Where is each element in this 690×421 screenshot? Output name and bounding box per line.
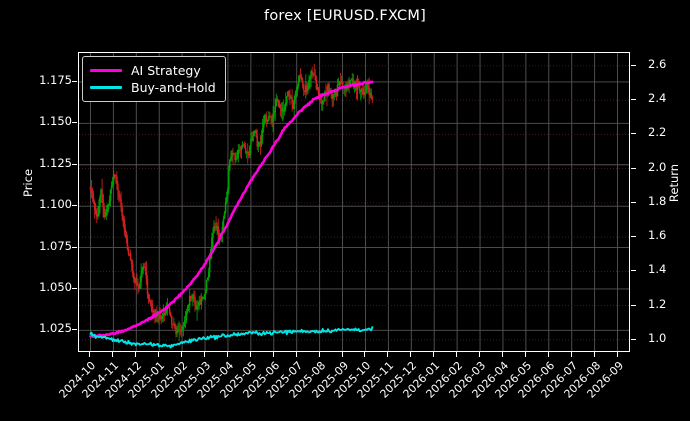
y-tick-left: 1.125 xyxy=(39,155,72,170)
x-tick-mark xyxy=(112,352,114,357)
x-tick-mark xyxy=(410,352,412,357)
y-tick-left: 1.150 xyxy=(39,114,72,129)
legend-label-buy-and-hold: Buy-and-Hold xyxy=(131,80,216,95)
y-tick-mark-left xyxy=(72,329,77,331)
y-tick-left: 1.025 xyxy=(39,321,72,336)
x-tick-mark xyxy=(272,352,274,357)
x-tick-mark xyxy=(364,352,366,357)
y-tick-mark-left xyxy=(72,80,77,82)
y-tick-right: 2.2 xyxy=(648,125,667,140)
series-line-buy-and-hold xyxy=(89,326,374,349)
y-tick-mark-left xyxy=(72,205,77,207)
y-tick-mark-right xyxy=(631,270,636,272)
y-tick-mark-left xyxy=(72,287,77,289)
y-tick-mark-right xyxy=(631,64,636,66)
y-axis-left-ticks: 1.025 1.050 1.075 1.100 1.125 1.150 1.175 xyxy=(12,0,72,421)
legend-swatch-buy-and-hold xyxy=(90,86,122,89)
x-tick-mark xyxy=(524,352,526,357)
plot-area[interactable] xyxy=(78,52,630,352)
x-tick-mark xyxy=(135,352,137,357)
y-tick-mark-right xyxy=(631,167,636,169)
chart-title: forex [EURUSD.FXCM] xyxy=(264,8,426,24)
x-tick-mark xyxy=(387,352,389,357)
y-tick-mark-right xyxy=(631,99,636,101)
y-tick-right: 1.2 xyxy=(648,296,667,311)
x-tick-mark xyxy=(204,352,206,357)
y-axis-right-ticks: 1.0 1.2 1.4 1.6 1.8 2.0 2.2 2.4 2.6 xyxy=(638,0,686,421)
y-tick-left: 1.050 xyxy=(39,279,72,294)
y-tick-mark-right xyxy=(631,236,636,238)
y-tick-right: 1.4 xyxy=(648,262,667,277)
y-tick-left: 1.100 xyxy=(39,197,72,212)
x-tick-mark xyxy=(226,352,228,357)
y-tick-left: 1.075 xyxy=(39,238,72,253)
y-tick-right: 1.8 xyxy=(648,193,667,208)
x-tick-mark xyxy=(181,352,183,357)
y-tick-mark-right xyxy=(631,133,636,135)
x-tick-mark xyxy=(433,352,435,357)
x-tick-mark xyxy=(341,352,343,357)
x-tick-mark xyxy=(318,352,320,357)
chart-legend[interactable]: AI Strategy Buy-and-Hold xyxy=(82,56,226,102)
y-tick-right: 2.6 xyxy=(648,56,667,71)
legend-item-ai-strategy[interactable]: AI Strategy xyxy=(90,62,216,79)
x-tick-mark xyxy=(479,352,481,357)
plot-canvas xyxy=(79,53,629,351)
x-tick-mark xyxy=(616,352,618,357)
candlestick-series xyxy=(89,64,374,342)
x-tick-mark xyxy=(295,352,297,357)
y-tick-mark-left xyxy=(72,163,77,165)
y-tick-left: 1.175 xyxy=(39,72,72,87)
legend-swatch-ai-strategy xyxy=(90,69,122,72)
x-tick-mark xyxy=(89,352,91,357)
x-tick-mark xyxy=(249,352,251,357)
y-tick-right: 1.6 xyxy=(648,228,667,243)
x-tick-mark xyxy=(547,352,549,357)
legend-label-ai-strategy: AI Strategy xyxy=(131,63,201,78)
y-tick-right: 2.4 xyxy=(648,91,667,106)
series-line-ai-strategy xyxy=(89,80,374,339)
y-tick-right: 2.0 xyxy=(648,159,667,174)
y-tick-right: 1.0 xyxy=(648,330,667,345)
y-tick-mark-right xyxy=(631,201,636,203)
y-tick-mark-right xyxy=(631,304,636,306)
y-tick-mark-left xyxy=(72,246,77,248)
x-tick-mark xyxy=(593,352,595,357)
x-tick-mark xyxy=(158,352,160,357)
x-tick-mark xyxy=(570,352,572,357)
x-tick-mark xyxy=(456,352,458,357)
y-tick-mark-right xyxy=(631,338,636,340)
legend-item-buy-and-hold[interactable]: Buy-and-Hold xyxy=(90,79,216,96)
y-tick-mark-left xyxy=(72,122,77,124)
x-tick-mark xyxy=(501,352,503,357)
